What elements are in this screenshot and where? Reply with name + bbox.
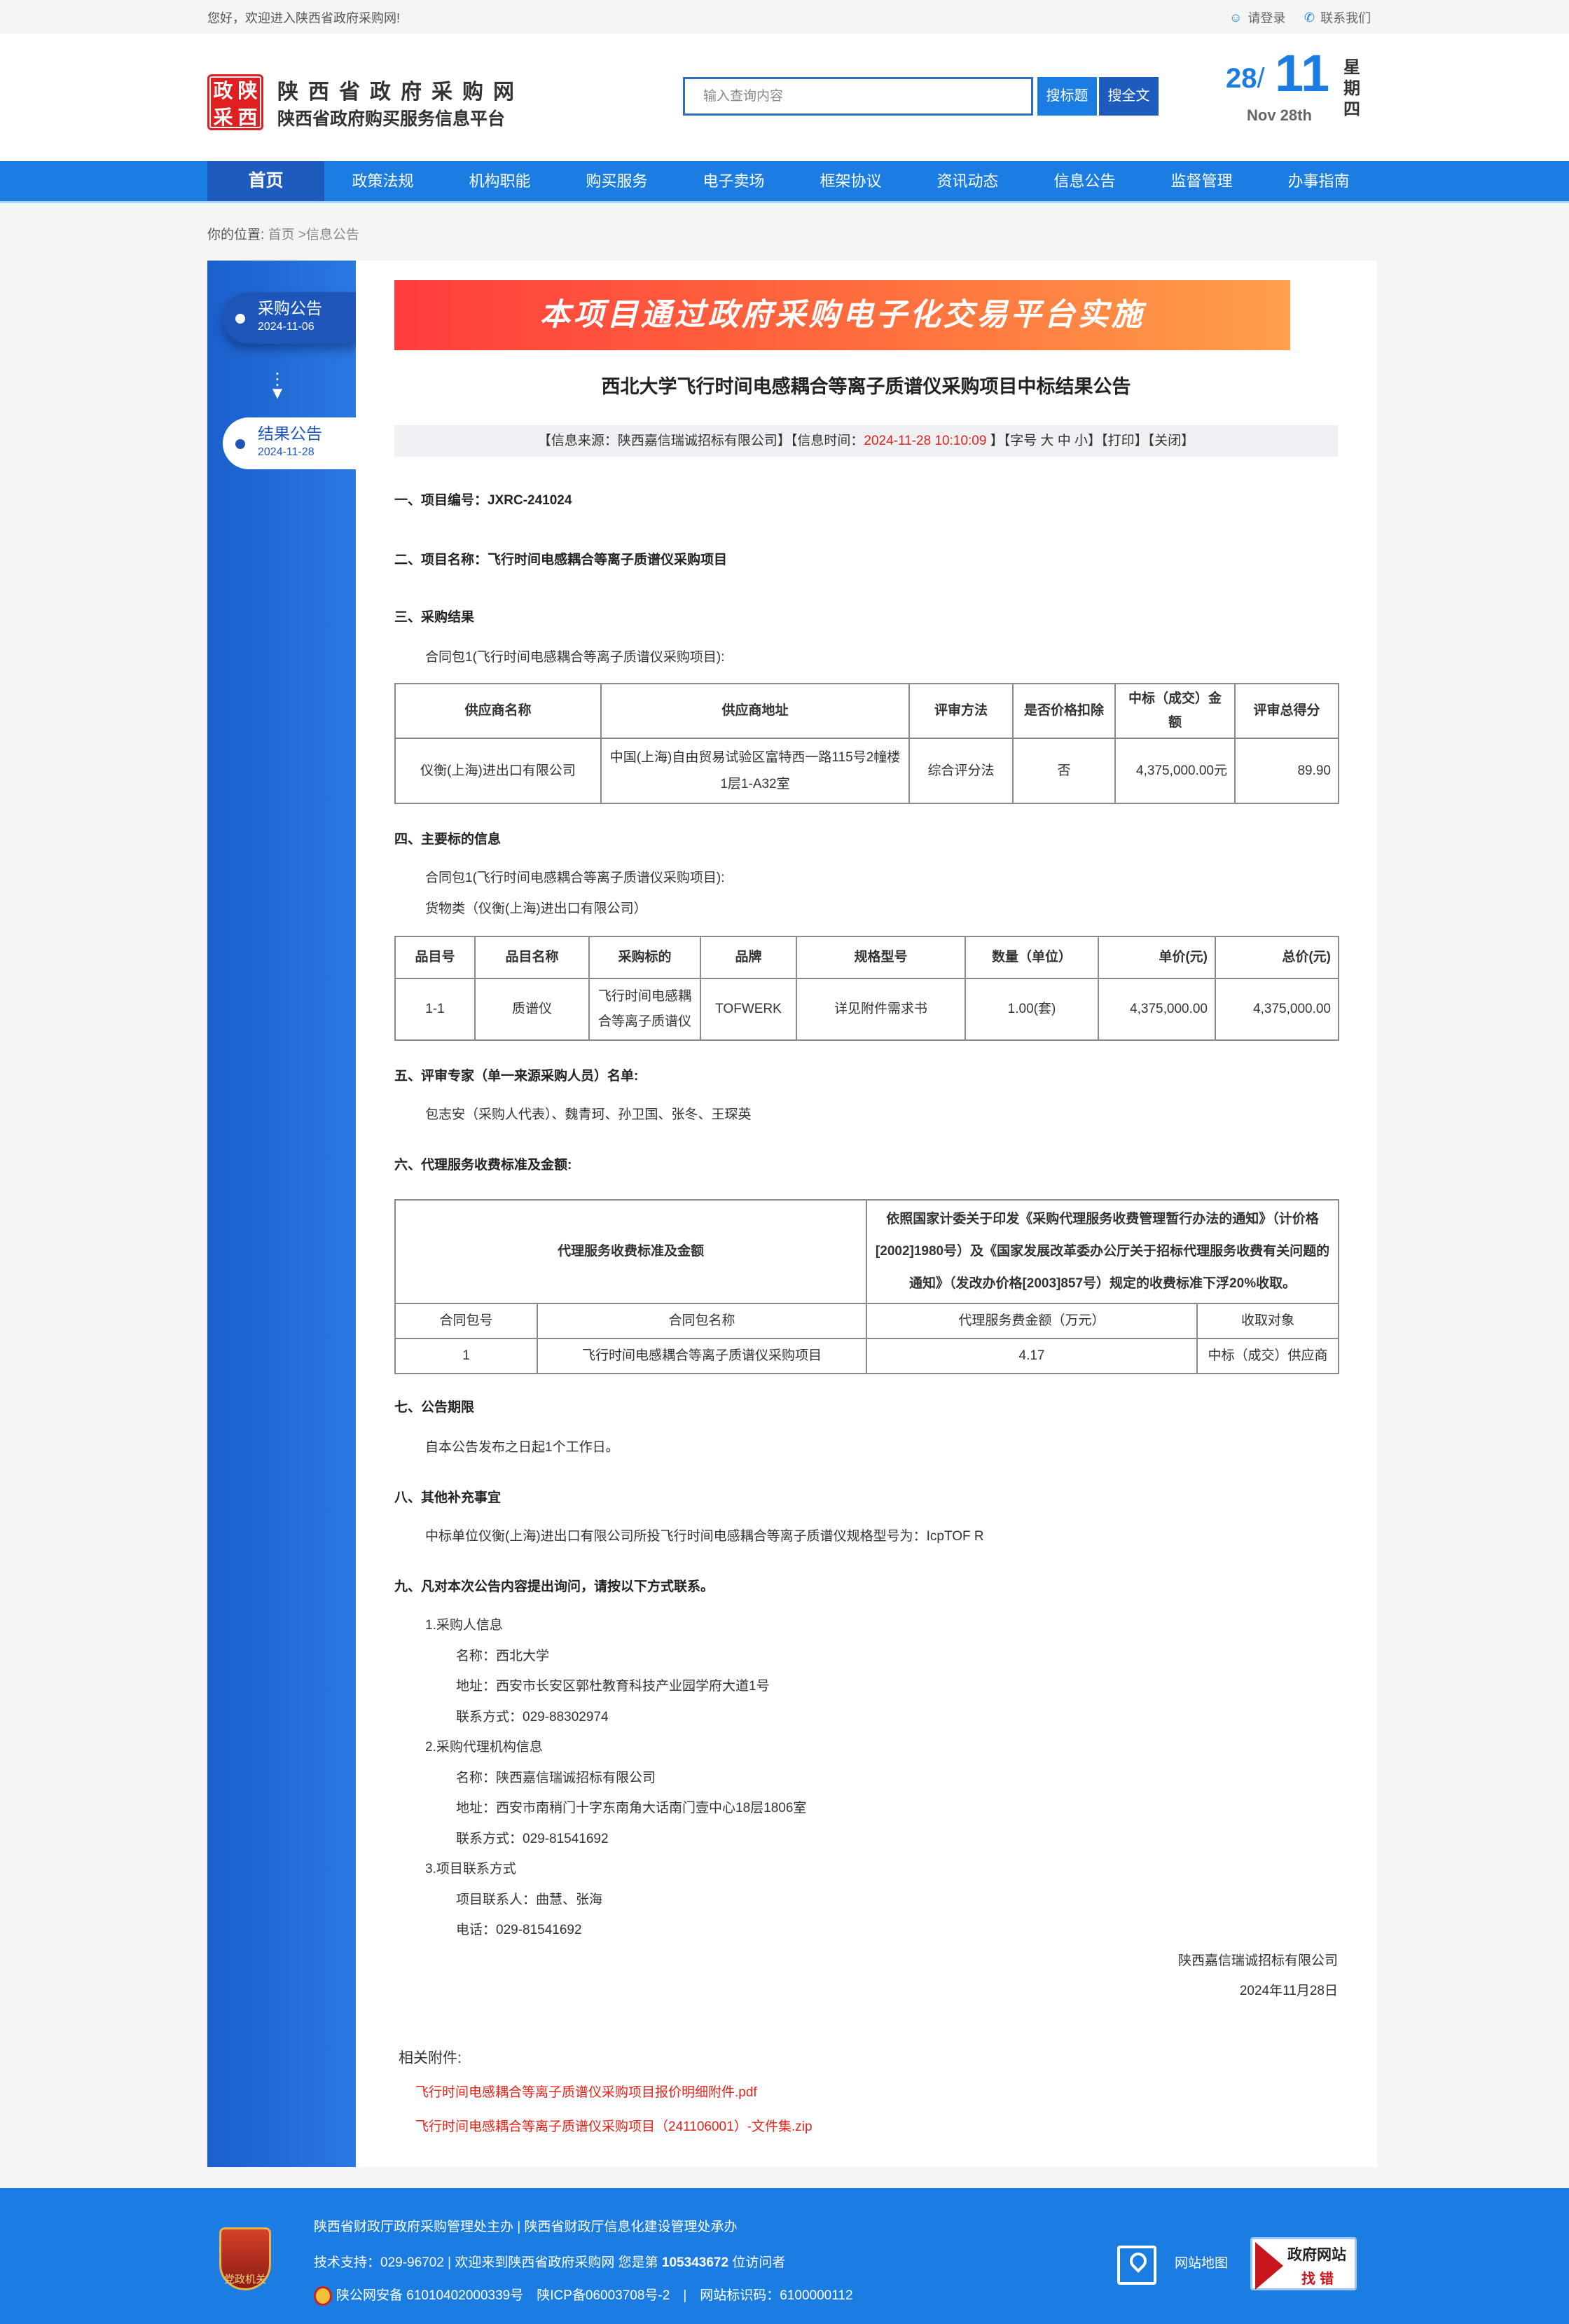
welcome-text: 您好，欢迎进入陕西省政府采购网!	[207, 11, 400, 25]
close-link[interactable]: 【关闭】	[1147, 434, 1195, 448]
publish-time: 2024-11-28 10:10:09	[864, 434, 987, 448]
top-bar: 您好，欢迎进入陕西省政府采购网! ☺ 请登录 ✆ 联系我们	[0, 0, 1569, 34]
font-size-controls[interactable]: 】【字号 大 中 小】	[986, 434, 1102, 448]
section-subject-heading: 四、主要标的信息	[394, 832, 502, 847]
nav-news[interactable]: 资讯动态	[936, 172, 999, 190]
visitor-count: 105343672	[661, 2255, 729, 2270]
nav-supervision[interactable]: 监督管理	[1170, 172, 1233, 190]
print-link[interactable]: 【打印】	[1101, 434, 1148, 448]
nav-guide[interactable]: 办事指南	[1287, 172, 1350, 190]
nav-home[interactable]: 首页	[207, 161, 324, 201]
section-other-heading: 八、其他补充事宜	[394, 1490, 502, 1505]
section-period-heading: 七、公告期限	[394, 1400, 475, 1415]
table-header-row: 品目号 品目名称 采购标的 品牌 规格型号 数量（单位） 单价(元) 总价(元)	[394, 936, 1339, 979]
search-title-button[interactable]: 搜标题	[1037, 77, 1097, 116]
sign-date: 2024年11月28日	[1239, 1984, 1338, 1998]
nav-e-mall[interactable]: 电子卖场	[703, 172, 765, 190]
sidebar-item-purchase-notice[interactable]: 采购公告 2024-11-06	[223, 292, 356, 344]
site-name: 陕西省政府采购网	[277, 81, 524, 104]
attachment-link-pdf[interactable]: 飞行时间电感耦合等离子质谱仪采购项目报价明细附件.pdf	[415, 2084, 757, 2100]
user-icon: ☺	[1229, 10, 1243, 25]
footer: 党政机关 陕西省财政厅政府采购管理处主办 | 陕西省财政厅信息化建设管理处承办 …	[0, 2188, 1569, 2324]
platform-banner: 本项目通过政府采购电子化交易平台实施	[394, 280, 1290, 350]
date-day: 28/	[1226, 63, 1265, 94]
login-link[interactable]: ☺ 请登录	[1229, 10, 1286, 26]
magnifier-icon	[1255, 2242, 1283, 2290]
attachments-label: 相关附件:	[399, 2049, 462, 2066]
date-weekday: 星期四	[1343, 58, 1360, 119]
breadcrumb-current[interactable]: 信息公告	[305, 228, 359, 242]
party-government-emblem[interactable]: 党政机关	[219, 2227, 271, 2290]
phone-icon: ✆	[1304, 10, 1315, 25]
contact-list: 1.采购人信息 名称：西北大学 地址：西安市长安区郭杜教育科技产业园学府大道1号…	[394, 1610, 1339, 2007]
attachment-link-zip[interactable]: 飞行时间电感耦合等离子质谱仪采购项目（241106001）-文件集.zip	[415, 2119, 813, 2134]
expert-list: 包志安（采购人代表）、魏青珂、孙卫国、张冬、王琛英	[425, 1107, 752, 1122]
article: 本项目通过政府采购电子化交易平台实施 西北大学飞行时间电感耦合等离子质谱仪采购项…	[356, 261, 1377, 2167]
logo[interactable]: 政陕采西	[207, 74, 263, 130]
results-table: 供应商名称 供应商地址 评审方法 是否价格扣除 中标（成交）金额 评审总得分 仪衡(上海)…	[394, 683, 1339, 804]
table-row: 1-1 质谱仪 飞行时间电感耦合等离子质谱仪 TOFWERK 详见附件需求书 1.00(套…	[394, 978, 1339, 1041]
sitemap-link[interactable]: 网站地图	[1175, 2256, 1229, 2271]
table-row: 仪衡(上海)进出口有限公司 中国(上海)自由贸易试验区富特西一路115号2幢楼1层…	[394, 738, 1339, 804]
header: 政陕采西 陕西省政府采购网 陕西省政府购买服务信息平台 输入查询内容 搜标题 搜…	[0, 34, 1569, 161]
section-results-heading: 三、采购结果	[394, 610, 475, 625]
article-title: 西北大学飞行时间电感耦合等离子质谱仪采购项目中标结果公告	[601, 376, 1131, 397]
sidebar: 采购公告 2024-11-06 ⋮ ▼ 结果公告 2024-11-28	[207, 261, 356, 2167]
nav-policy[interactable]: 政策法规	[352, 172, 414, 190]
nav-purchase-service[interactable]: 购买服务	[586, 172, 648, 190]
sidebar-item-result-notice[interactable]: 结果公告 2024-11-28	[223, 417, 356, 469]
table-header-row: 合同包号 合同包名称 代理服务费金额（万元） 收取对象	[394, 1303, 1340, 1339]
sitemap-icon[interactable]	[1117, 2246, 1156, 2285]
site-subtitle: 陕西省政府购买服务信息平台	[277, 109, 506, 129]
info-bar: 【信息来源：陕西嘉信瑞诚招标有限公司】【信息时间：2024-11-28 10:1…	[394, 425, 1338, 457]
date-month: 11	[1275, 44, 1330, 102]
table-header-row: 供应商名称 供应商地址 评审方法 是否价格扣除 中标（成交）金额 评审总得分	[394, 683, 1339, 739]
icp-info[interactable]: 陕公网安备 61010402000339号 陕ICP备06003708号-2 |…	[336, 2288, 853, 2303]
date-english: Nov 28th	[1247, 106, 1312, 124]
contact-link[interactable]: ✆ 联系我们	[1304, 10, 1371, 26]
breadcrumb-home[interactable]: 首页	[268, 228, 295, 242]
nav-announcements[interactable]: 信息公告	[1053, 172, 1116, 190]
subject-table: 品目号 品目名称 采购标的 品牌 规格型号 数量（单位） 单价(元) 总价(元) 1-1 质谱仪…	[394, 936, 1339, 1041]
section-project-name: 二、项目名称：飞行时间电感耦合等离子质谱仪采购项目	[394, 553, 728, 567]
signer: 陕西嘉信瑞诚招标有限公司	[1177, 1953, 1338, 1968]
police-badge-icon	[314, 2285, 332, 2306]
breadcrumb: 你的位置: 首页 >信息公告	[207, 228, 359, 242]
nav-framework[interactable]: 框架协议	[820, 172, 882, 190]
arrow-down-icon: ⋮ ▼	[269, 370, 286, 403]
section-experts-heading: 五、评审专家（单一来源采购人员）名单:	[394, 1069, 639, 1084]
nav-agency[interactable]: 机构职能	[469, 172, 531, 190]
fee-table: 代理服务收费标准及金额 依照国家计委关于印发《采购代理服务收费管理暂行办法的通知…	[394, 1199, 1340, 1374]
contract-package-text: 合同包1(飞行时间电感耦合等离子质谱仪采购项目):	[425, 650, 725, 665]
section-project-number: 一、项目编号：JXRC-241024	[394, 493, 572, 508]
search-fulltext-button[interactable]: 搜全文	[1099, 77, 1159, 116]
table-row: 1 飞行时间电感耦合等离子质谱仪采购项目 4.17 中标（成交）供应商	[394, 1338, 1340, 1374]
search-input[interactable]: 输入查询内容	[683, 77, 1033, 116]
section-contact-heading: 九、凡对本次公告内容提出询问，请按以下方式联系。	[394, 1579, 714, 1594]
main-nav: 首页 政策法规 机构职能 购买服务 电子卖场 框架协议 资讯动态 信息公告 监督…	[0, 161, 1569, 203]
gov-site-error-report-badge[interactable]: 政府网站 找错	[1250, 2237, 1357, 2290]
section-fee-heading: 六、代理服务收费标准及金额:	[394, 1158, 572, 1173]
